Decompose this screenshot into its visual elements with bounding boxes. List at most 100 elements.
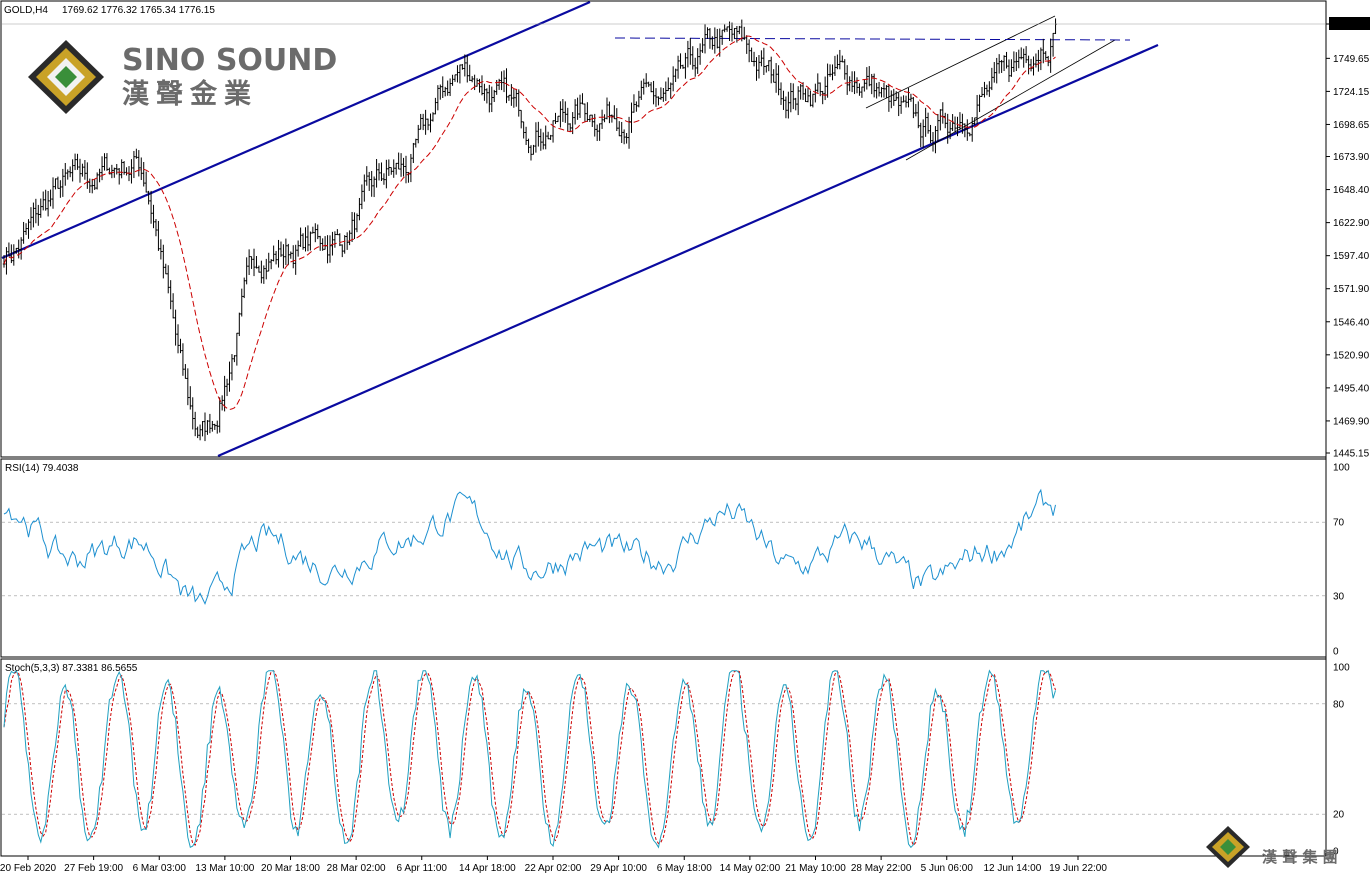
price-bar (1027, 55, 1030, 75)
price-bar (652, 80, 655, 105)
price-bar (1015, 52, 1018, 72)
price-tick-label: 1571.90 (1333, 284, 1370, 295)
time-tick-label: 28 Mar 02:00 (327, 863, 386, 874)
price-bar (598, 123, 601, 141)
price-bar (296, 240, 300, 257)
price-bar (181, 343, 185, 376)
price-bar (799, 84, 802, 100)
price-bar (157, 220, 160, 251)
price-bar (44, 189, 47, 211)
price-bar (593, 113, 596, 137)
price-bar (944, 112, 947, 129)
price-bar (1020, 47, 1023, 60)
price-bar (899, 96, 903, 114)
price-bar (336, 229, 339, 236)
price-bar (694, 57, 697, 77)
price-bar (669, 82, 672, 99)
price-bar (792, 83, 795, 110)
rsi-level-label: 70 (1333, 518, 1345, 529)
price-bar (583, 103, 587, 122)
time-tick-label: 6 May 18:00 (657, 863, 712, 874)
price-bar (304, 227, 307, 252)
price-bar (569, 123, 572, 133)
price-bar (412, 142, 415, 164)
price-bar (466, 54, 469, 83)
price-bar (341, 244, 344, 258)
rsi-label: RSI(14) 79.4038 (5, 463, 79, 474)
price-bar (605, 97, 609, 120)
price-bar (125, 167, 128, 176)
price-bar (733, 27, 736, 40)
price-bar (198, 424, 202, 441)
price-bar (909, 93, 913, 102)
price-bar (272, 245, 275, 262)
price-bar (377, 163, 381, 181)
stoch-level-label: 80 (1333, 699, 1345, 710)
price-bar (149, 190, 153, 224)
price-bar (711, 36, 714, 50)
price-bar (941, 102, 944, 124)
price-bar (252, 248, 256, 277)
price-bar (1049, 38, 1052, 73)
price-bar (230, 354, 234, 381)
price-bar (542, 132, 545, 150)
price-bar (245, 257, 248, 285)
price-bar (159, 239, 163, 260)
price-bar (353, 212, 356, 240)
price-bar (394, 162, 398, 175)
price-bar (654, 88, 658, 107)
price-bar (564, 101, 567, 123)
rsi-panel (0, 458, 1327, 658)
price-bar (446, 80, 449, 96)
price-bar (767, 60, 770, 72)
price-bar (782, 90, 785, 110)
price-bar (68, 166, 72, 178)
price-bar (610, 114, 614, 123)
price-bar (277, 239, 280, 268)
price-bar (703, 24, 707, 54)
price-bar (836, 54, 839, 70)
price-bar (34, 198, 38, 224)
price-bar (811, 93, 815, 108)
price-tick-label: 1495.40 (1333, 383, 1370, 394)
price-bar (83, 159, 87, 180)
price-bar (274, 250, 278, 265)
price-bar (7, 242, 11, 257)
price-bar (179, 338, 182, 354)
price-bar (868, 66, 871, 87)
price-tick-label: 1698.65 (1333, 120, 1370, 131)
price-bar (796, 86, 800, 116)
price-bar (345, 232, 349, 250)
price-bar (544, 125, 547, 150)
price-bar (686, 40, 690, 68)
price-bar (120, 159, 123, 179)
time-tick-label: 21 May 10:00 (785, 863, 846, 874)
price-bar (713, 27, 717, 54)
price-bar (350, 211, 354, 242)
sino-sound-logo: SINO SOUND 漢聲金業 (28, 40, 337, 114)
price-bar (27, 219, 30, 239)
price-bar (551, 120, 555, 143)
price-bar (39, 198, 42, 218)
price-bar (549, 134, 552, 140)
price-bar (1017, 49, 1020, 69)
price-bar (819, 82, 822, 97)
price-bar (664, 81, 668, 101)
price-bar (720, 29, 724, 45)
price-bar (1051, 32, 1055, 57)
price-bar (147, 190, 150, 205)
price-bar (480, 75, 484, 96)
rsi-line (3, 488, 1056, 606)
price-bar (301, 233, 305, 250)
price-bar (809, 90, 812, 107)
price-bar (745, 35, 748, 54)
price-bar (12, 244, 16, 266)
price-tick-label: 1648.40 (1333, 185, 1370, 196)
price-bar (730, 22, 734, 42)
price-bar (169, 280, 172, 310)
price-bar (691, 46, 694, 70)
price-bar (757, 55, 761, 79)
price-bar (122, 161, 126, 175)
price-bar (926, 112, 930, 134)
price-bar (578, 94, 582, 118)
